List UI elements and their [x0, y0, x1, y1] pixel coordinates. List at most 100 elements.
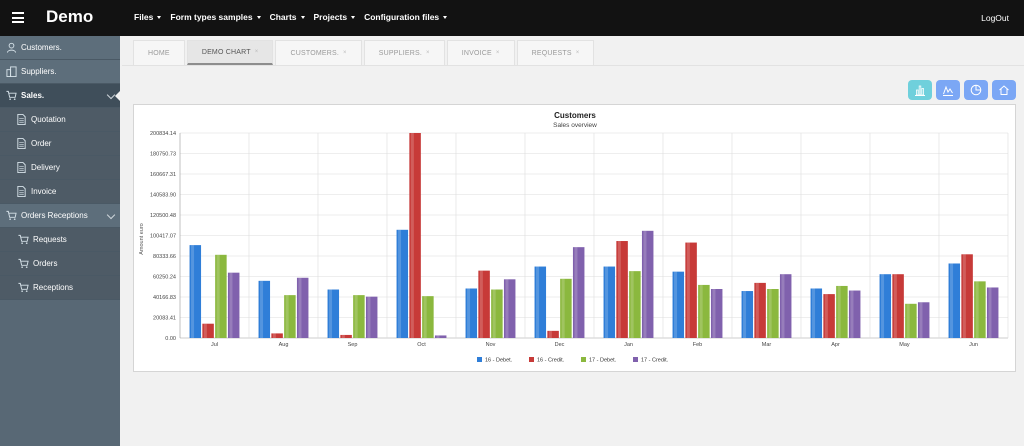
tab-customers[interactable]: CUSTOMERS. × [275, 40, 362, 65]
bar[interactable] [948, 263, 961, 338]
bar-highlight [341, 334, 345, 338]
top-menu: Files Form types samples Charts Projects… [134, 12, 448, 22]
bar[interactable] [534, 266, 547, 338]
bar[interactable] [698, 284, 710, 338]
tab-demo-chart[interactable]: DEMO CHART × [186, 40, 274, 65]
menu-projects[interactable]: Projects [314, 12, 356, 22]
x-tick-label: Nov [486, 342, 496, 348]
bar[interactable] [547, 330, 559, 338]
bar[interactable] [409, 133, 421, 338]
close-tab-icon[interactable]: × [495, 50, 500, 56]
sidebar-item-sales[interactable]: Sales. [0, 84, 120, 108]
bar[interactable] [672, 271, 685, 338]
bar[interactable] [710, 289, 723, 338]
legend-label[interactable]: 16 - Debet. [485, 358, 513, 364]
tab-requests[interactable]: REQUESTS × [516, 40, 595, 65]
bar[interactable] [215, 254, 227, 338]
legend-label[interactable]: 16 - Credit. [537, 358, 565, 364]
chevron-down-icon [106, 90, 116, 100]
bar[interactable] [917, 302, 930, 338]
sidebar-item-quotation[interactable]: Quotation [0, 108, 120, 132]
bar[interactable] [836, 285, 848, 338]
sidebar-item-label: Sales. [21, 91, 45, 100]
brand-title[interactable]: Demo [46, 7, 94, 26]
hamburger-menu-icon[interactable] [12, 12, 24, 23]
home-button[interactable] [992, 80, 1016, 100]
y-tick-label: 40166.83 [153, 295, 176, 301]
y-tick-label: 60250.24 [153, 275, 176, 281]
bar[interactable] [422, 296, 434, 338]
bar[interactable] [478, 270, 490, 338]
bar[interactable] [641, 230, 654, 338]
legend-label[interactable]: 17 - Debet. [589, 358, 617, 364]
bar-highlight [975, 281, 979, 338]
sidebar-item-requests[interactable]: Requests [0, 228, 120, 252]
bar[interactable] [810, 288, 823, 338]
bar-highlight [743, 291, 747, 338]
bar[interactable] [353, 295, 365, 338]
bar[interactable] [616, 241, 628, 338]
line-chart-button[interactable] [936, 80, 960, 100]
bar[interactable] [892, 274, 904, 338]
close-tab-icon[interactable]: × [575, 50, 580, 56]
sidebar-item-order[interactable]: Order [0, 132, 120, 156]
active-indicator [115, 91, 120, 101]
bar[interactable] [258, 280, 271, 338]
sidebar-item-delivery[interactable]: Delivery [0, 156, 120, 180]
bar[interactable] [767, 289, 779, 338]
close-tab-icon[interactable]: × [425, 50, 430, 56]
menu-charts[interactable]: Charts [270, 12, 305, 22]
bar[interactable] [434, 335, 447, 338]
sidebar-item-customers[interactable]: Customers. [0, 36, 120, 60]
sidebar-item-receptions[interactable]: Receptions [0, 276, 120, 300]
bar[interactable] [986, 287, 999, 338]
bar[interactable] [202, 323, 214, 338]
tab-suppliers[interactable]: SUPPLIERS. × [363, 40, 445, 65]
legend-label[interactable]: 17 - Credit. [641, 358, 669, 364]
tab-invoice[interactable]: INVOICE × [446, 40, 515, 65]
close-tab-icon[interactable]: × [254, 49, 259, 55]
bar[interactable] [327, 289, 340, 338]
close-tab-icon[interactable]: × [343, 50, 347, 56]
sidebar-item-suppliers[interactable]: Suppliers. [0, 60, 120, 84]
bar[interactable] [271, 333, 283, 338]
logout-link[interactable]: LogOut [981, 13, 1009, 23]
pie-chart-button[interactable] [964, 80, 988, 100]
bar[interactable] [905, 303, 917, 338]
bar[interactable] [396, 229, 409, 338]
bar-highlight [755, 282, 759, 338]
bar[interactable] [189, 245, 202, 338]
bar[interactable] [603, 266, 616, 338]
bar-highlight [548, 330, 552, 338]
bar[interactable] [284, 295, 296, 338]
bar[interactable] [741, 291, 754, 338]
bar-highlight [423, 296, 427, 338]
bar[interactable] [879, 274, 892, 338]
bar[interactable] [779, 274, 792, 338]
bar[interactable] [340, 334, 352, 338]
bar[interactable] [227, 272, 240, 338]
bar[interactable] [560, 278, 572, 338]
bar[interactable] [365, 296, 378, 338]
bar[interactable] [823, 294, 835, 338]
menu-form-types[interactable]: Form types samples [170, 12, 261, 22]
menu-files[interactable]: Files [134, 12, 162, 22]
bar[interactable] [296, 277, 309, 338]
bar[interactable] [572, 247, 585, 338]
bar[interactable] [503, 279, 516, 338]
menu-configuration-files[interactable]: Configuration files [364, 12, 448, 22]
tab-home[interactable]: HOME [133, 40, 185, 65]
bar[interactable] [685, 242, 697, 338]
bar[interactable] [848, 290, 861, 338]
bar[interactable] [491, 289, 503, 338]
sidebar-item-orders[interactable]: Orders [0, 252, 120, 276]
bar[interactable] [754, 282, 766, 338]
sidebar-item-orders-receptions[interactable]: Orders Receptions [0, 204, 120, 228]
bar[interactable] [629, 271, 641, 338]
bar[interactable] [465, 288, 478, 338]
bar-chart-button[interactable] [908, 80, 932, 100]
sidebar-item-label: Receptions [33, 283, 74, 292]
bar[interactable] [974, 281, 986, 338]
bar[interactable] [961, 254, 973, 338]
sidebar-item-invoice[interactable]: Invoice [0, 180, 120, 204]
